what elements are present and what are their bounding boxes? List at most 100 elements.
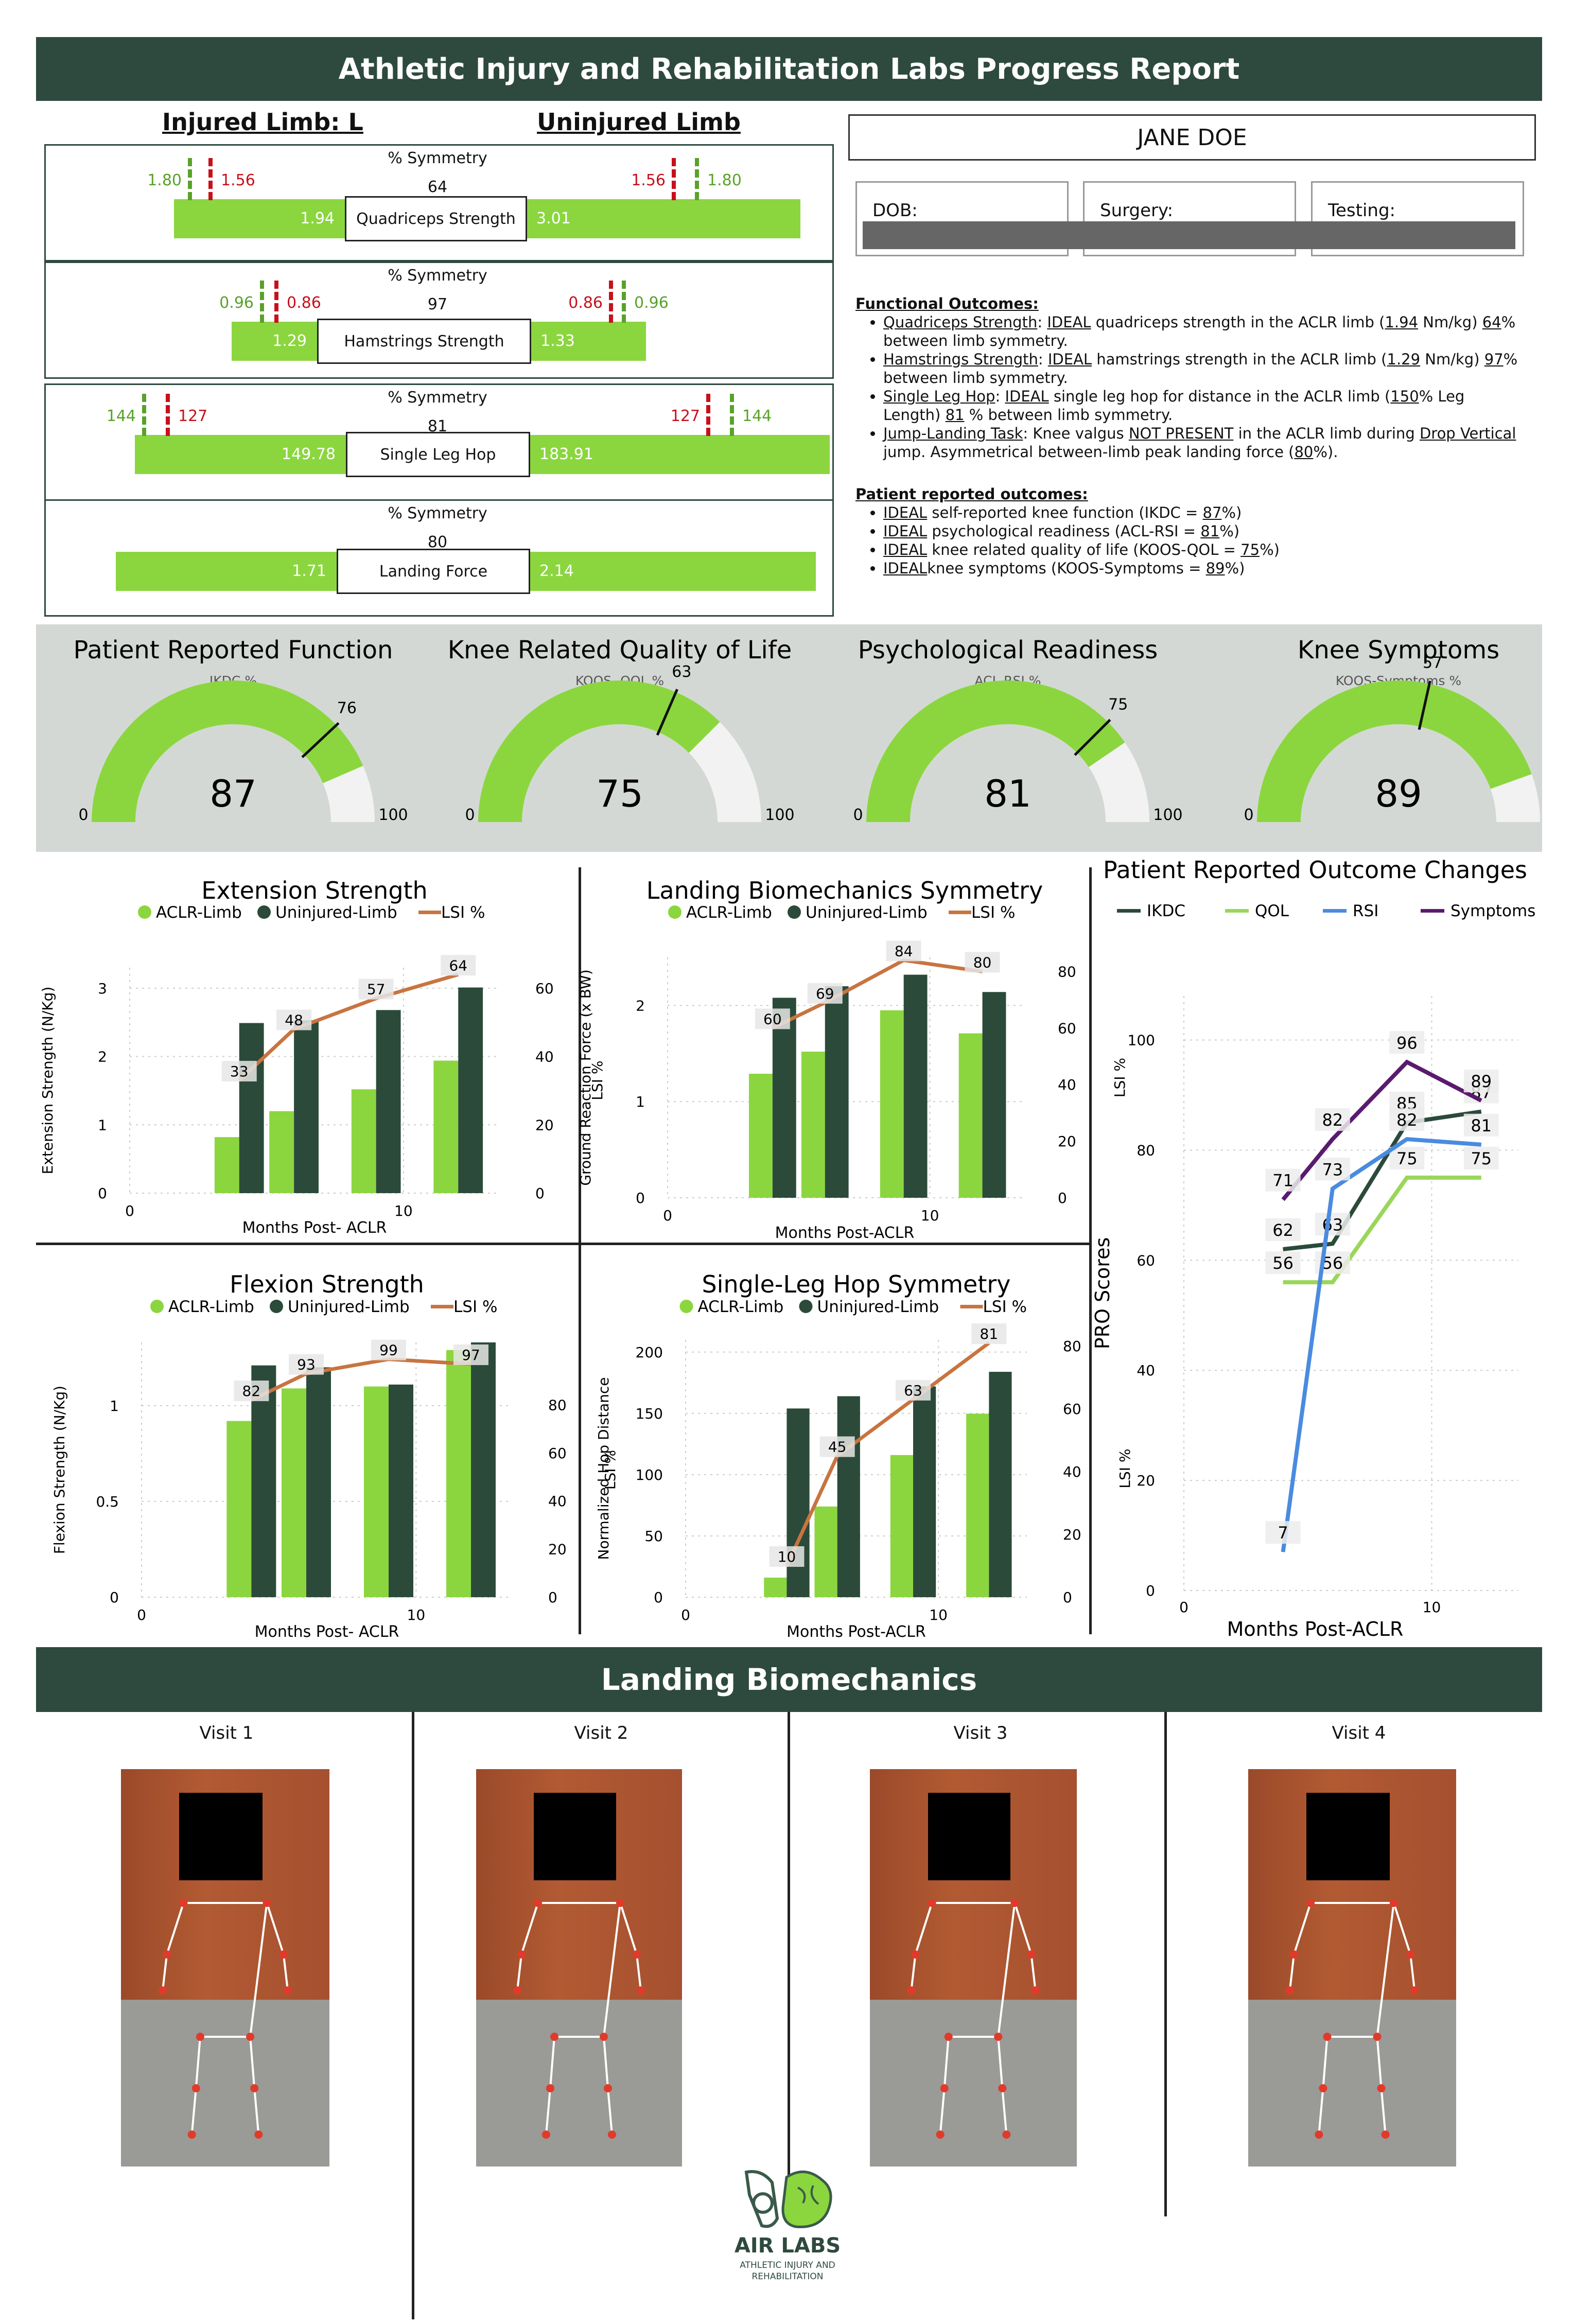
outcome-text: Single Leg Hop (883, 388, 995, 405)
legend-line (1225, 909, 1249, 913)
ideal-threshold-marker (188, 158, 192, 200)
lsi-data-label: 81 (980, 1325, 999, 1342)
injured-value: 1.29 (272, 332, 307, 350)
outcome-text: 87 (1202, 504, 1222, 521)
pro-label-bg (1265, 1521, 1301, 1544)
visit-label-1: Visit 1 (199, 1723, 254, 1743)
landing-divider-1 (412, 1712, 414, 2319)
lsi-data-label: 60 (763, 1010, 782, 1027)
visit-label-2: Visit 2 (574, 1723, 628, 1743)
outcome-text: %) (1221, 504, 1242, 521)
gauge-title: Knee Related Quality of Life (448, 636, 792, 665)
lsi-label-bg (769, 1546, 805, 1567)
skeleton-joints (159, 1899, 292, 2139)
outcome-text: quadriceps strength in the ACLR limb ( (1091, 313, 1385, 331)
y-tick-label: 0 (1146, 1582, 1155, 1599)
x-tick-label: 10 (929, 1606, 948, 1623)
gauge-target-label: 75 (1108, 696, 1128, 714)
lsi-data-label: 63 (904, 1382, 922, 1399)
outcome-text: IDEAL (883, 504, 928, 521)
injured-value: 149.78 (282, 445, 336, 463)
lsi-label-bg (289, 1354, 324, 1375)
threshold-label: 0.86 (568, 294, 603, 312)
floor-background (121, 1999, 329, 2166)
outcome-text: IDEAL (883, 541, 928, 558)
y-tick-label: 2 (636, 997, 645, 1014)
lsi-label-bg (234, 1381, 269, 1402)
y-tick-label: 20 (1137, 1472, 1155, 1489)
outcome-text: %). (1313, 443, 1338, 461)
pro-data-label: 82 (1396, 1110, 1418, 1130)
pro-data-label: 56 (1322, 1253, 1343, 1273)
symmetry-lsi-value: 80 (427, 533, 448, 551)
aclr-bar (748, 1074, 773, 1198)
lsi-data-label: 45 (828, 1439, 847, 1456)
aclr-bar (214, 1137, 239, 1193)
skeleton-lines (162, 1902, 289, 2135)
y-tick-label: 1 (98, 1116, 107, 1133)
gauge-fill (478, 680, 720, 822)
outcome-item: IDEAL psychological readiness (ACL-RSI =… (883, 522, 1525, 540)
outcome-text: knee symptoms (KOOS-Symptoms = (927, 560, 1206, 577)
pro-data-label: 75 (1396, 1149, 1418, 1168)
gauge-target-marker (656, 689, 678, 736)
outcome-item: Single Leg Hop: IDEAL single leg hop for… (883, 387, 1525, 424)
gauge-min: 0 (1244, 806, 1253, 824)
pro-data-label: 62 (1272, 1220, 1294, 1240)
gauge-target-label: 76 (337, 700, 357, 718)
threshold-label: 1.56 (221, 171, 255, 189)
legend-dot (270, 1300, 283, 1313)
legend-line (418, 911, 441, 914)
aclr-bar (764, 1577, 787, 1597)
report-header: Athletic Injury and Rehabilitation Labs … (36, 37, 1542, 101)
symmetry-test-label: Single Leg Hop (346, 432, 530, 477)
aclr-bar (269, 1111, 294, 1193)
symmetry-caption: % Symmetry (388, 504, 487, 522)
outcome-text: 97 (1484, 351, 1504, 368)
threshold-label: 144 (106, 407, 136, 425)
aclr-bar (801, 1052, 825, 1198)
pro-series-line (1281, 1059, 1482, 1201)
y2-tick-label: 40 (1063, 1463, 1081, 1480)
y-axis-label: Extension Strength (N/Kg) (39, 987, 56, 1175)
uninjured-bar (239, 1023, 264, 1193)
y2-tick-label: 60 (1058, 1020, 1076, 1037)
legend-dot (679, 1300, 693, 1313)
ideal-threshold-marker (260, 281, 264, 323)
pro-label-bg (1389, 1146, 1425, 1169)
pose-skeleton (159, 1899, 292, 2139)
y-tick-label: 0 (98, 1185, 107, 1202)
outcome-text: Nm/kg) (1420, 351, 1484, 368)
y-axis-label: Normalized Hop Distance (595, 1377, 612, 1560)
y-tick-label: 1 (110, 1397, 119, 1414)
outcome-text: single leg hop for distance in the ACLR … (1048, 388, 1391, 405)
y-tick-label: 50 (644, 1528, 663, 1545)
surgery-label: Surgery: (1100, 200, 1174, 221)
landing-divider-3 (1164, 1712, 1167, 2216)
gauge-fill (92, 680, 363, 822)
pro-label-bg (1315, 1158, 1350, 1181)
injured-value: 1.94 (300, 209, 335, 228)
outcome-text: Nm/kg) (1418, 313, 1482, 331)
pro-label-bg (1389, 1108, 1425, 1131)
pro-chart: Patient Reported Outcome Changes IKDC QOL R… (1091, 856, 1535, 1640)
ideal-threshold-marker (622, 281, 626, 323)
y-tick-label: 2 (98, 1049, 107, 1065)
threshold-label: 127 (178, 407, 208, 425)
y-axis-label: PRO Scores (1091, 1237, 1114, 1350)
chart-title: Flexion Strength (230, 1270, 424, 1298)
gauge-target-marker (1418, 680, 1431, 730)
threshold-label: 0.96 (634, 294, 669, 312)
gauge-min: 0 (78, 806, 88, 824)
x-tick-label: 0 (137, 1606, 146, 1623)
x-tick-label: 0 (1179, 1599, 1189, 1616)
outcome-text: psychological readiness (ACL-RSI = (927, 522, 1201, 540)
gauge-min: 0 (853, 806, 863, 824)
uninjured-bar (471, 1342, 496, 1597)
legend-line (1421, 909, 1444, 913)
aclr-bar (351, 1089, 376, 1193)
y-tick-label: 60 (1137, 1252, 1155, 1269)
